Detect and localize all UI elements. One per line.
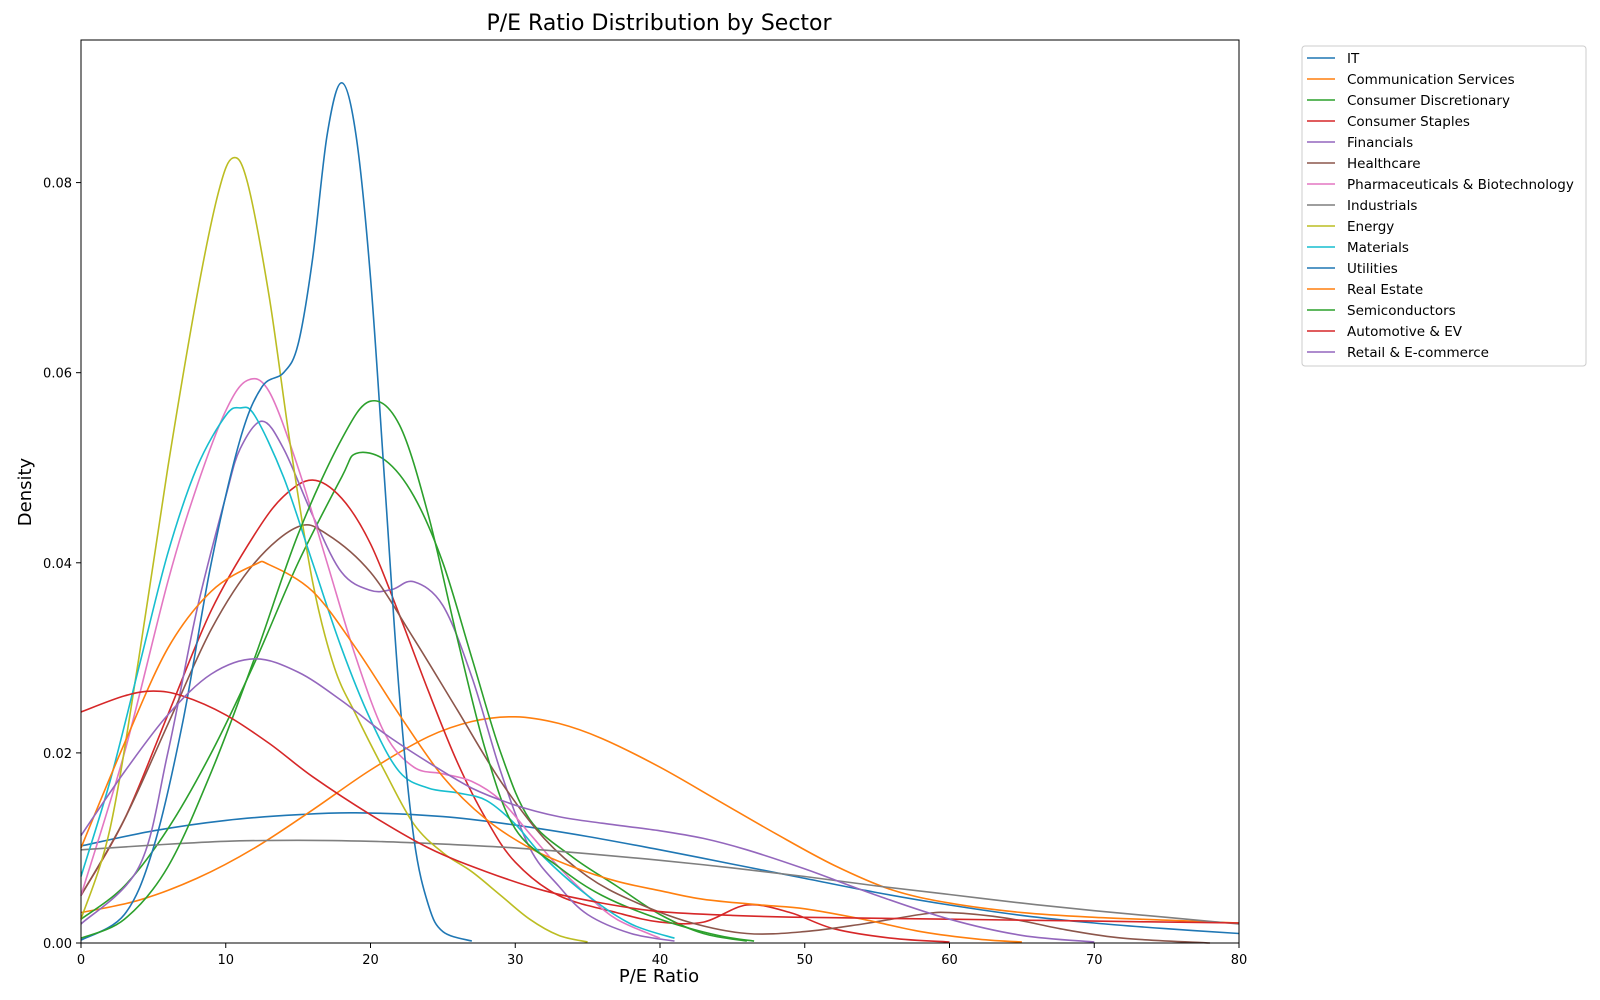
y-tick-label: 0.02 — [43, 747, 72, 762]
x-tick-label: 0 — [77, 953, 85, 968]
density-line-energy — [80, 156, 588, 943]
x-tick-label: 50 — [796, 953, 813, 968]
density-line-industrials — [80, 839, 1240, 925]
x-tick-label: 30 — [507, 953, 524, 968]
density-line-consumer-discretionary — [80, 451, 747, 942]
density-line-healthcare — [80, 523, 1211, 944]
legend-label-automotive-and-ev: Automotive & EV — [1347, 324, 1463, 340]
legend: IT Communication Services Consumer Discret… — [1301, 45, 1587, 367]
y-tick-label: 0.04 — [43, 557, 72, 572]
density-line-financials — [80, 420, 675, 942]
density-line-communication-services — [80, 715, 1240, 924]
legend-label-pharmaceuticals-and-biotechnology: Pharmaceuticals & Biotechnology — [1347, 177, 1574, 193]
legend-label-semiconductors: Semiconductors — [1347, 303, 1456, 319]
x-tick-label: 10 — [217, 953, 234, 968]
y-tick-label: 0.06 — [43, 367, 72, 382]
y-axis-label: Density — [15, 457, 36, 526]
x-tick-label: 80 — [1231, 953, 1248, 968]
legend-label-consumer-discretionary: Consumer Discretionary — [1347, 93, 1510, 109]
x-tick-label: 40 — [652, 953, 669, 968]
density-line-semiconductors — [80, 399, 755, 942]
legend-label-materials: Materials — [1347, 240, 1409, 256]
density-line-consumer-staples — [80, 479, 950, 943]
legend-label-it: IT — [1347, 51, 1360, 67]
legend-label-real-estate: Real Estate — [1347, 282, 1423, 298]
density-line-utilities — [80, 82, 473, 942]
legend-label-industrials: Industrials — [1347, 198, 1417, 214]
legend-frame — [1301, 45, 1587, 367]
density-line-it — [80, 811, 1240, 935]
y-tick-label: 0.00 — [43, 937, 72, 952]
density-line-retail-and-e-commerce — [80, 657, 1095, 943]
legend-label-communication-services: Communication Services — [1347, 72, 1515, 88]
axis-ticks: 0 10 20 30 40 50 60 70 80 0.00 0.02 0.04 0.06 0.08 — [43, 177, 1247, 968]
x-tick-label: 70 — [1086, 953, 1103, 968]
y-tick-label: 0.08 — [43, 177, 72, 192]
legend-label-retail-and-e-commerce: Retail & E-commerce — [1347, 345, 1489, 361]
density-line-materials — [80, 406, 675, 939]
legend-label-financials: Financials — [1347, 135, 1413, 151]
legend-label-utilities: Utilities — [1347, 261, 1398, 277]
density-line-pharmaceuticals-and-biotechnology — [80, 377, 661, 939]
x-tick-label: 60 — [941, 953, 958, 968]
chart-title: P/E Ratio Distribution by Sector — [486, 11, 832, 36]
x-tick-label: 20 — [362, 953, 379, 968]
legend-label-consumer-staples: Consumer Staples — [1347, 114, 1470, 130]
density-line-real-estate — [80, 560, 1022, 943]
plot-frame — [80, 39, 1240, 944]
density-line-automotive-and-ev — [80, 690, 1240, 924]
legend-label-energy: Energy — [1347, 219, 1394, 235]
x-axis-label: P/E Ratio — [619, 966, 699, 987]
density-lines — [80, 82, 1240, 944]
legend-label-healthcare: Healthcare — [1347, 156, 1421, 172]
